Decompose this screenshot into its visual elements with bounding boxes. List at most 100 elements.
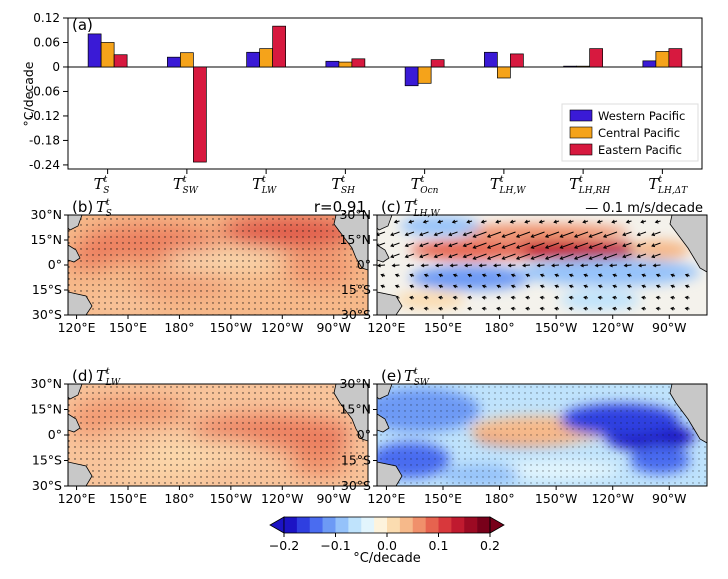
wind-arrow [487, 253, 502, 260]
wind-arrow-head [622, 232, 627, 237]
x-tick-label: 90°W [652, 320, 687, 335]
wind-arrow-head [406, 263, 410, 268]
land-americas [333, 384, 368, 442]
y-tick-label: 0 [52, 60, 60, 74]
bar-central [576, 65, 590, 68]
wind-arrow-head [568, 284, 573, 289]
bar-eastern [430, 59, 445, 68]
wind-arrow-head [654, 219, 659, 224]
y-tick-label: 15°N [339, 232, 371, 247]
wind-arrow [377, 264, 386, 267]
wind-arrow-head [467, 295, 472, 300]
wind-arrow-head [419, 232, 424, 237]
wind-arrow-head [588, 245, 593, 249]
x-tick-label: 150°E [109, 491, 147, 506]
colorbar-tick-label: 0.2 [480, 538, 500, 553]
wind-arrow [545, 242, 560, 249]
wind-arrow-head [464, 263, 468, 268]
panel-d-map: (d) Tt LW 120°E 150°E 180° 150°W 120°W 90°W30°… [30, 367, 369, 506]
wind-arrow-head [670, 273, 675, 278]
wind-arrow-head [539, 306, 544, 311]
wind-arrow-head [554, 295, 559, 300]
wind-arrow [473, 231, 487, 238]
y-tick-label: 30°S [32, 478, 62, 493]
colorbar-tick-label: 0.0 [377, 538, 397, 553]
wind-arrow-head [573, 245, 578, 249]
wind-arrow [595, 264, 603, 267]
wind-arrow-head [452, 306, 457, 311]
land-asia [377, 215, 393, 231]
wind-arrow-head [626, 273, 631, 278]
y-tick-label: 30°N [339, 376, 371, 391]
wind-arrow [390, 231, 400, 236]
wind-arrow-head [655, 295, 660, 300]
wind-arrow [574, 253, 589, 260]
land-australia [377, 291, 403, 315]
wind-arrow-head [609, 263, 613, 268]
y-tick-label: 30°S [341, 307, 371, 322]
wind-arrow-head [641, 273, 646, 278]
wind-arrow-head [559, 234, 564, 238]
wind-arrow-head [390, 243, 395, 248]
wind-arrow [531, 242, 545, 249]
wind-arrow-head [472, 234, 477, 238]
wind-arrow-head [451, 219, 456, 224]
wind-arrow-head [515, 245, 520, 249]
legend-label-western: Western Pacific [598, 109, 685, 123]
wind-arrow-head [486, 245, 491, 249]
wind-arrow-head [524, 219, 529, 224]
x-tick-label: 120°W [591, 320, 633, 335]
wind-arrow-head [510, 284, 515, 289]
y-tick-label: 0° [48, 257, 62, 272]
panel-b-label: (b) [72, 198, 93, 216]
x-tick-label: 90°W [316, 320, 351, 335]
wind-arrow-head [583, 295, 588, 300]
x-tick-label: 120°W [261, 320, 303, 335]
bar-central [417, 66, 432, 84]
y-tick-label: 15°S [32, 453, 62, 468]
wind-arrow-head [638, 263, 642, 268]
y-tick-label: 15°N [339, 402, 371, 417]
wind-arrow-head [670, 295, 675, 300]
x-tick-label: 120°E [58, 320, 96, 335]
wind-arrow-head [496, 295, 501, 300]
wind-arrow-head [501, 245, 506, 249]
wind-arrow-head [481, 295, 486, 300]
bar-western [246, 51, 260, 68]
wind-arrow-head [612, 295, 617, 300]
wind-arrow-head [419, 254, 424, 259]
y-tick-label: 30°S [32, 307, 62, 322]
wind-arrow [450, 264, 458, 267]
bar-central [180, 52, 194, 68]
wind-arrow-head [510, 306, 515, 311]
x-tick-label: 120°E [367, 491, 405, 506]
colorbar-cell [412, 517, 426, 533]
panel-c-map: (c) Tt LH,W — 0.1 m/s/decade 120°E 150°E 18… [339, 198, 708, 335]
wind-arrow-head [568, 273, 573, 278]
wind-arrow-head [394, 284, 399, 289]
wind-arrow-head [554, 273, 559, 278]
wind-arrow-head [530, 234, 535, 238]
wind-arrow [638, 264, 647, 267]
wind-arrow [473, 253, 487, 260]
wind-arrow [651, 231, 661, 236]
wind-arrow-head [394, 273, 399, 278]
bar-eastern [113, 54, 128, 68]
colorbar-cell [309, 517, 323, 533]
wind-arrow [502, 242, 516, 249]
land-maritime-continent [377, 244, 390, 263]
wind-arrow-head [525, 295, 530, 300]
x-tick-label: Tt LH,W [490, 175, 526, 196]
wind-arrow-head [602, 245, 607, 249]
wind-arrow-head [452, 273, 457, 278]
y-tick-label: 15°N [30, 232, 62, 247]
wind-arrow-head [438, 295, 443, 300]
wind-arrow [651, 242, 661, 247]
land-australia [377, 461, 403, 486]
wind-arrow-head [559, 245, 564, 249]
x-tick-label: 90°W [316, 491, 351, 506]
bar-western [563, 65, 577, 68]
wind-arrow-head [539, 284, 544, 289]
wind-arrow-head [623, 263, 628, 268]
